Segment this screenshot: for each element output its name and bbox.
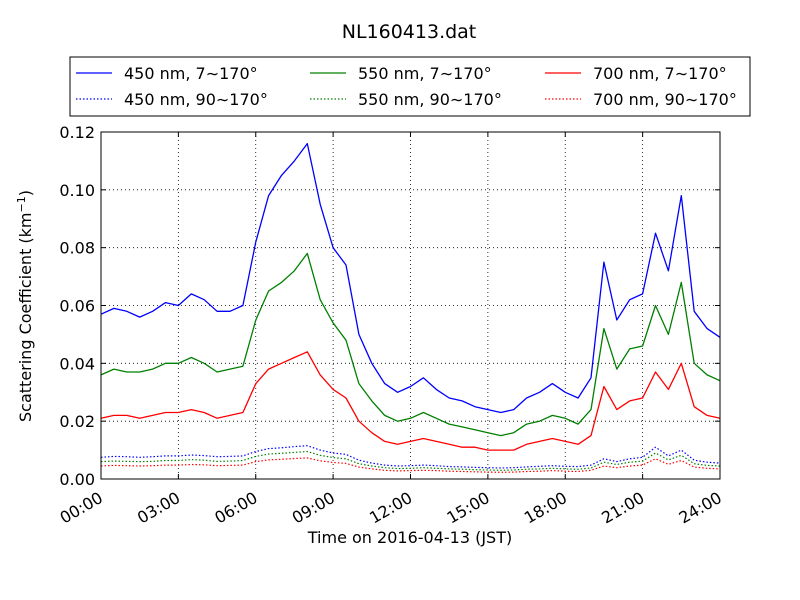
- series-line: [100, 450, 721, 471]
- ticks: [100, 131, 721, 480]
- series-line: [100, 445, 721, 469]
- series-line: [100, 252, 721, 437]
- y-tick-label: 0.04: [59, 354, 95, 373]
- legend-label: 550 nm, 90∼170°: [358, 90, 502, 109]
- legend-label: 700 nm, 90∼170°: [593, 90, 737, 109]
- y-axis-label-close: ): [16, 190, 35, 196]
- y-tick-label: 0.10: [59, 181, 95, 200]
- series-layer: [100, 142, 721, 473]
- y-tick-label: 0.12: [59, 123, 95, 142]
- y-tick-label: 0.06: [59, 297, 95, 316]
- legend-label: 700 nm, 7∼170°: [593, 64, 727, 83]
- legend: 450 nm, 7∼170° 550 nm, 7∼170° 700 nm, 7∼17…: [69, 56, 751, 117]
- y-tick-label: 0.02: [59, 412, 95, 431]
- y-axis-label-sup: −1: [15, 196, 28, 212]
- y-tick-label: 0.08: [59, 239, 95, 258]
- y-axis-label: Scattering Coefficient (km−1): [15, 190, 35, 422]
- chart-title: NL160413.dat: [342, 21, 477, 43]
- series-line: [100, 351, 721, 451]
- x-axis-label: Time on 2016-04-13 (JST): [307, 528, 512, 547]
- y-tick-label: 0.00: [59, 470, 95, 489]
- y-tick-labels: 0.00 0.02 0.04 0.06 0.08 0.10 0.12: [59, 123, 95, 489]
- series-line: [100, 457, 721, 473]
- legend-label: 450 nm, 90∼170°: [124, 90, 268, 109]
- legend-label: 550 nm, 7∼170°: [358, 64, 492, 83]
- y-axis-label-main: Scattering Coefficient (km: [16, 212, 35, 422]
- series-line: [100, 142, 721, 414]
- legend-label: 450 nm, 7∼170°: [124, 64, 258, 83]
- legend-box: [69, 56, 751, 117]
